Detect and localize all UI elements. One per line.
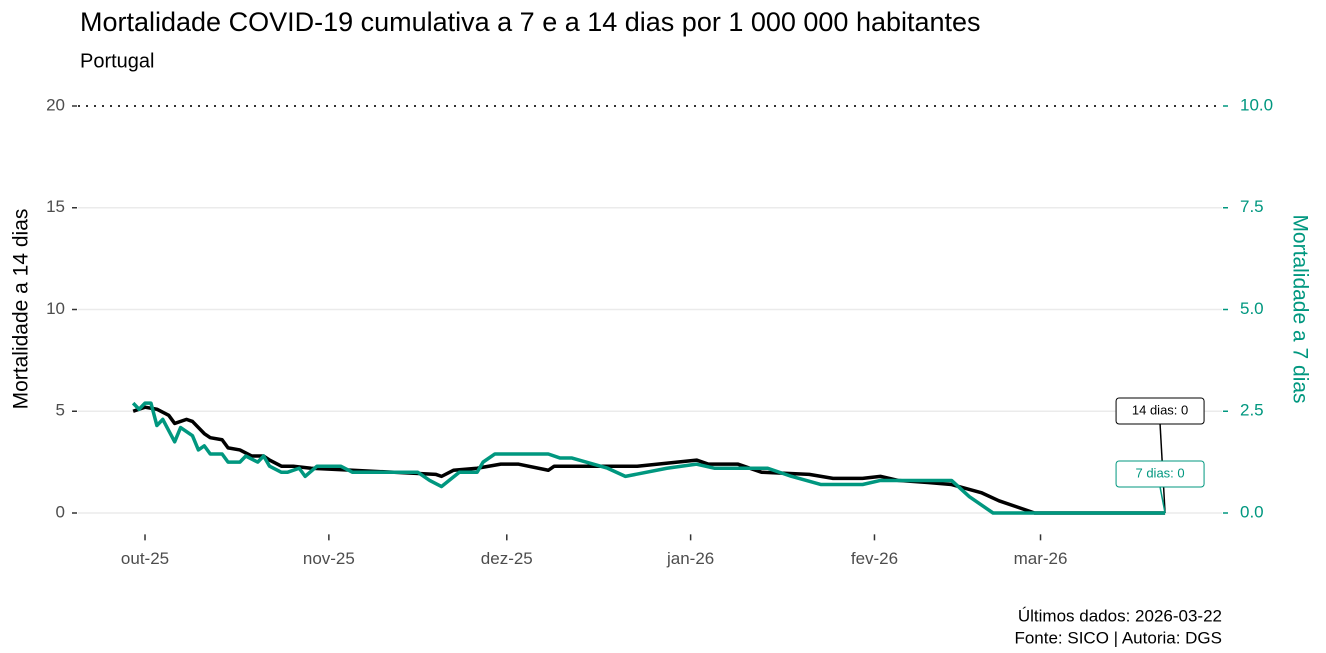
x-tick-label: fev-26 [851, 549, 898, 568]
y2-tick-label: 2.5 [1240, 401, 1264, 420]
y-tick-label: 20 [46, 95, 65, 114]
label-box [1115, 397, 1205, 425]
label-box [1115, 460, 1205, 488]
y2-axis-title: Mortalidade a 7 dias [1288, 214, 1311, 403]
x-tick-label: dez-25 [481, 549, 533, 568]
y2-tick-label: 7.5 [1240, 197, 1264, 216]
x-tick-label: out-25 [121, 549, 169, 568]
y-tick-label: 10 [46, 299, 65, 318]
x-tick-label: mar-26 [1014, 549, 1068, 568]
label-connector [1159, 486, 1166, 514]
chart-title: Mortalidade COVID-19 cumulativa a 7 e a … [80, 7, 981, 37]
y-tick-label: 0 [56, 502, 65, 521]
y2-tick-label: 10.0 [1240, 95, 1273, 114]
y-tick-label: 15 [46, 197, 65, 216]
y-tick-label: 5 [56, 401, 65, 420]
x-tick-label: nov-25 [303, 549, 355, 568]
y2-tick-label: 0.0 [1240, 502, 1264, 521]
y2-tick-label: 5.0 [1240, 299, 1264, 318]
chart-subtitle: Portugal [80, 50, 155, 72]
x-tick-label: jan-26 [666, 549, 714, 568]
series-line [131, 401, 1166, 515]
end-label: 7 dias: 0 [1135, 465, 1184, 480]
caption: Fonte: SICO | Autoria: DGS [1014, 628, 1222, 647]
series-line [132, 405, 1166, 515]
caption: Últimos dados: 2026-03-22 [1018, 606, 1222, 625]
y-axis-title: Mortalidade a 14 dias [10, 209, 33, 410]
end-label: 14 dias: 0 [1132, 402, 1188, 417]
